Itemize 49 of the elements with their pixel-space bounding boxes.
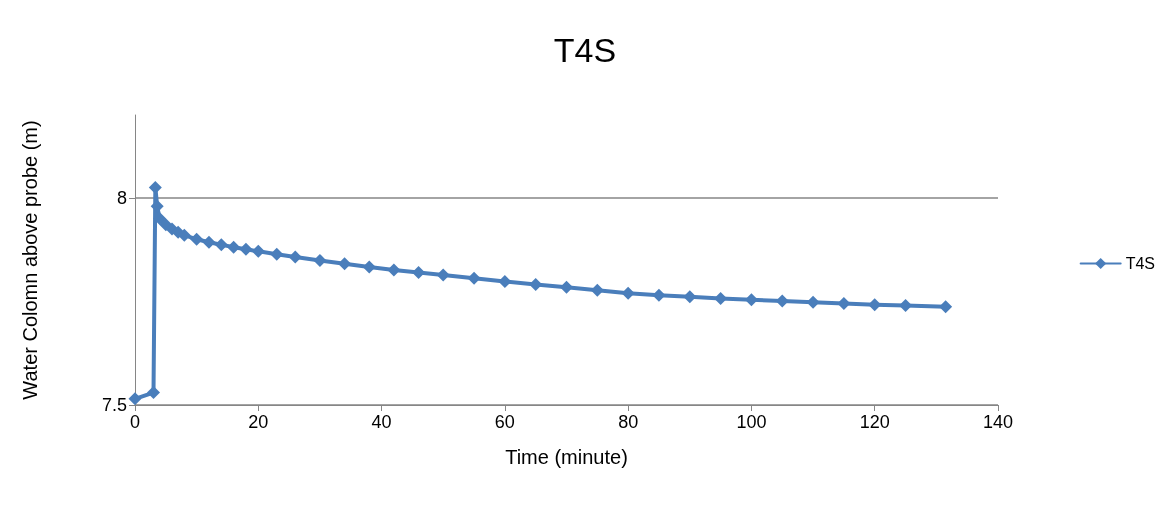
x-tick-label: 120 <box>859 412 890 432</box>
point <box>239 242 253 256</box>
x-tick-label: 100 <box>736 412 767 432</box>
x-tick-label: 140 <box>982 412 1014 432</box>
point <box>177 228 191 242</box>
x-tick-label: 80 <box>618 412 639 432</box>
point <box>498 275 512 289</box>
point <box>436 268 450 282</box>
point <box>621 286 635 300</box>
point <box>288 250 302 264</box>
y-axis-title: Water Colomn above probe (m) <box>19 120 41 400</box>
legend-label: T4S <box>1125 255 1155 272</box>
point <box>387 263 401 277</box>
x-tick-label: 40 <box>371 412 392 432</box>
point <box>214 238 228 252</box>
point <box>899 299 913 313</box>
x-tick-label: 20 <box>248 412 269 432</box>
chart-title: T4S <box>553 31 617 69</box>
x-axis-title: Time (minute) <box>505 446 628 468</box>
point <box>190 232 204 246</box>
point <box>775 294 789 308</box>
point <box>560 280 573 294</box>
y-tick-label: 7.5 <box>101 395 127 415</box>
point <box>270 247 284 261</box>
point <box>868 298 882 312</box>
point <box>227 240 241 254</box>
point <box>744 293 758 307</box>
point <box>529 277 543 291</box>
point <box>590 283 604 297</box>
point <box>251 244 265 258</box>
point <box>467 271 481 285</box>
point <box>837 297 851 310</box>
point <box>202 235 216 249</box>
point <box>806 295 820 309</box>
point <box>313 253 327 267</box>
point <box>153 212 167 226</box>
point <box>146 386 160 400</box>
point <box>338 257 352 271</box>
point <box>412 265 426 279</box>
point <box>683 290 697 304</box>
point <box>362 260 376 274</box>
point <box>128 392 142 406</box>
point <box>148 181 162 194</box>
x-tick-label: 60 <box>494 412 515 432</box>
point <box>939 300 953 314</box>
y-tick-label: 8 <box>116 187 127 208</box>
point <box>714 292 728 306</box>
point <box>652 288 666 302</box>
x-tick-label: 0 <box>129 412 141 432</box>
